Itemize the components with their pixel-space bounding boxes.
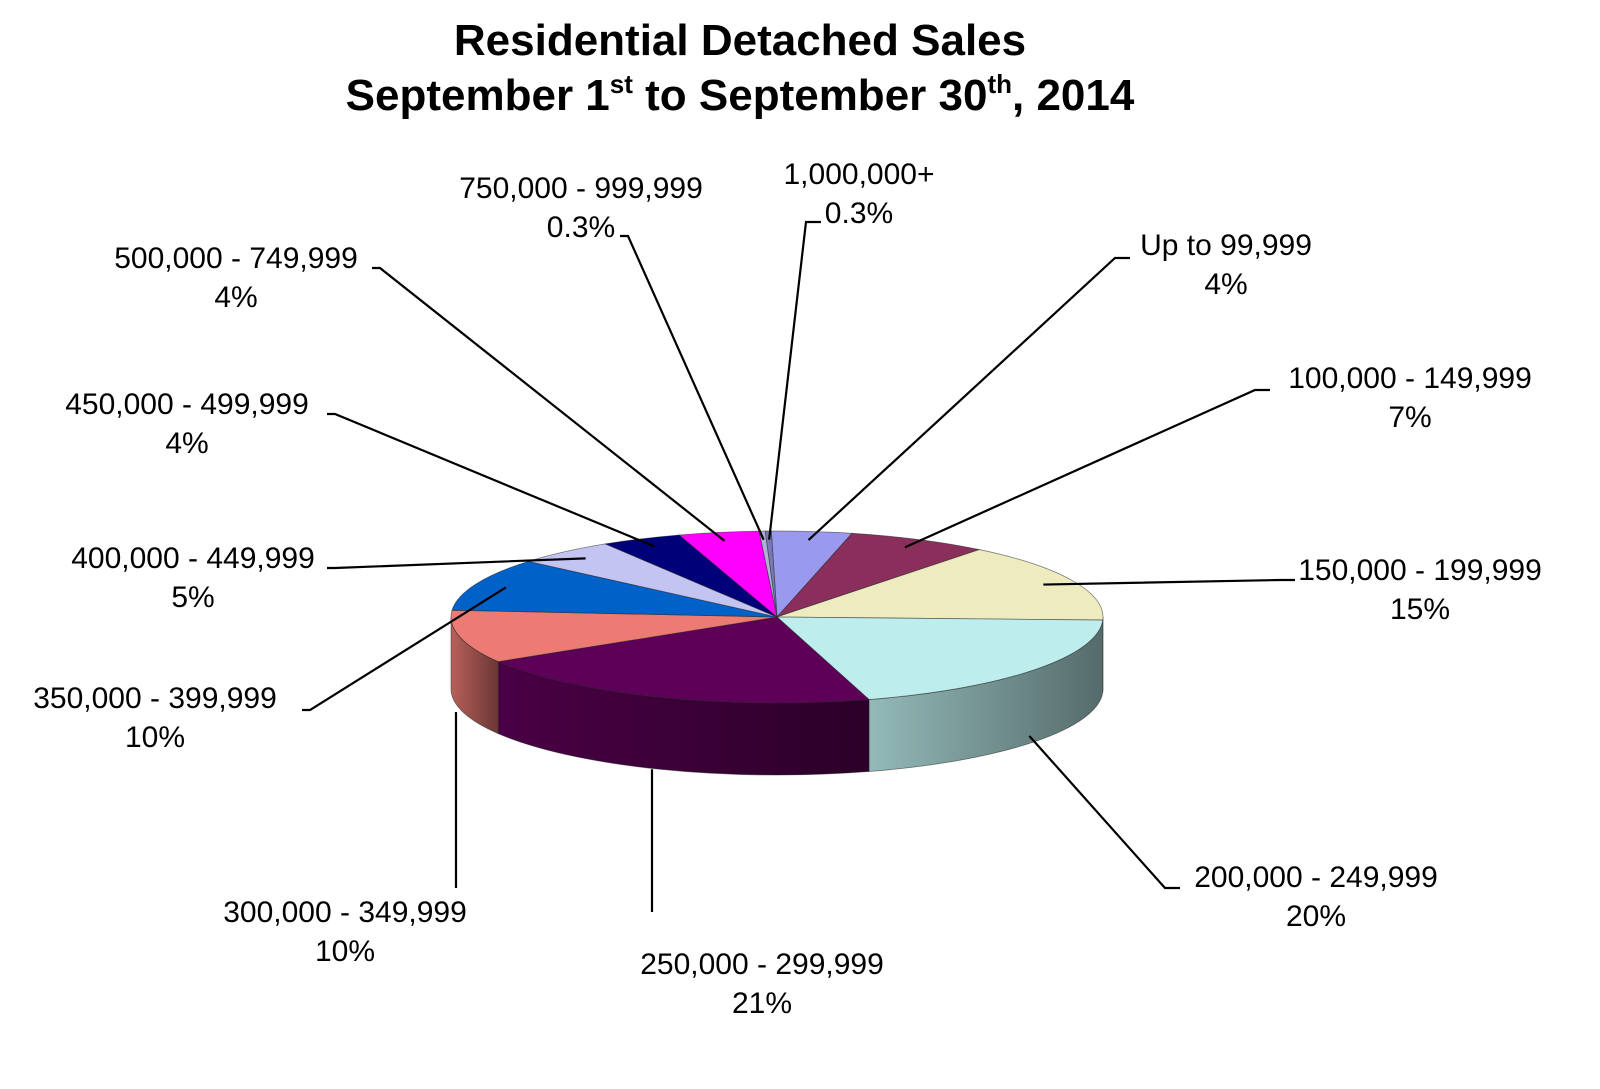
slice-label-8: 400,000 - 449,999 <box>71 542 315 575</box>
pie-slice-4 <box>775 616 1104 700</box>
pie-side-walls <box>450 616 1104 776</box>
slice-value-label-4: 20% <box>1286 900 1346 933</box>
leader-line-1 <box>807 256 1130 541</box>
slice-label-4: 200,000 - 249,999 <box>1194 861 1438 894</box>
pie-top-faces <box>450 530 1104 704</box>
pie-slice-7 <box>451 560 778 618</box>
slice-value-label-10: 4% <box>214 281 257 314</box>
slice-label-6: 300,000 - 349,999 <box>223 896 467 929</box>
slice-label-5: 250,000 - 299,999 <box>640 948 884 981</box>
leader-line-2 <box>904 388 1270 549</box>
pie-slice-3 <box>776 549 1104 621</box>
pie-slice-2 <box>775 532 981 618</box>
pie-slice-12 <box>764 530 778 618</box>
leader-lines <box>302 220 1295 912</box>
slice-value-label-6: 10% <box>315 935 375 968</box>
leader-line-10 <box>372 266 726 542</box>
slice-value-label-1: 4% <box>1204 268 1247 301</box>
subtitle-sup-a: st <box>610 69 633 99</box>
pie-slice-5 <box>496 616 870 704</box>
leader-line-12 <box>768 220 821 540</box>
leader-line-9 <box>327 412 656 548</box>
slice-label-2: 100,000 - 149,999 <box>1288 362 1532 395</box>
slice-label-11: 750,000 - 999,999 <box>459 172 703 205</box>
chart-subtitle: September 1st to September 30th, 2014 <box>346 69 1135 120</box>
slice-value-label-3: 15% <box>1390 593 1450 626</box>
chart-title: Residential Detached Sales <box>454 16 1026 65</box>
slice-label-1: Up to 99,999 <box>1140 229 1312 262</box>
leader-line-3 <box>1043 578 1295 586</box>
slice-value-label-11: 0.3% <box>547 211 615 244</box>
leader-line-4 <box>1028 735 1180 890</box>
slice-label-9: 450,000 - 499,999 <box>65 388 309 421</box>
pie-slice-6 <box>450 609 778 663</box>
slice-value-label-8: 5% <box>171 581 214 614</box>
slice-value-label-5: 21% <box>732 987 792 1020</box>
leader-line-11 <box>620 234 765 541</box>
subtitle-part-c: , 2014 <box>1012 71 1135 120</box>
leader-line-7 <box>302 586 507 712</box>
subtitle-part-a: September 1 <box>346 71 610 120</box>
leader-line-8 <box>327 557 586 570</box>
slice-label-7: 350,000 - 399,999 <box>33 682 277 715</box>
slice-value-label-2: 7% <box>1388 401 1431 434</box>
slice-label-12: 1,000,000+ <box>784 158 935 191</box>
slice-labels: Up to 99,999 4% 100,000 - 149,999 7% 150,000… <box>33 158 1542 1020</box>
slice-label-3: 150,000 - 199,999 <box>1298 554 1542 587</box>
slice-value-label-9: 4% <box>165 427 208 460</box>
slice-label-10: 500,000 - 749,999 <box>114 242 358 275</box>
subtitle-sup-b: th <box>987 69 1012 99</box>
slice-value-label-7: 10% <box>125 721 185 754</box>
slice-value-label-12: 0.3% <box>825 197 893 230</box>
subtitle-part-b: to September 30 <box>633 71 988 120</box>
